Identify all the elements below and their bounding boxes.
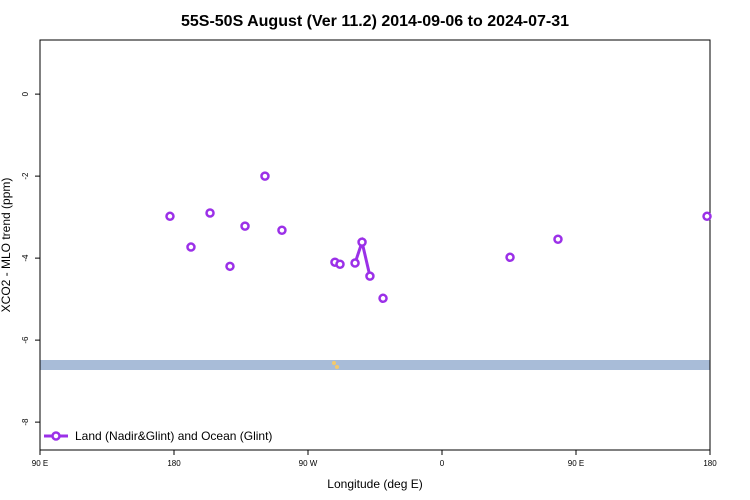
- x-tick-label: 0: [440, 459, 445, 468]
- y-tick-label: 0: [21, 91, 30, 96]
- point: [225, 261, 235, 272]
- x-tick-label: 90 E: [568, 459, 584, 468]
- land-dot: [335, 365, 339, 369]
- plot-frame: [39, 39, 711, 451]
- point: [378, 293, 388, 304]
- point: [357, 237, 367, 247]
- point: [553, 234, 563, 245]
- land-ocean-band: [40, 360, 710, 370]
- land-dot: [332, 361, 336, 365]
- legend-marker: [51, 431, 61, 441]
- point: [165, 211, 175, 222]
- point: [365, 271, 375, 281]
- x-axis-label: Longitude (deg E): [327, 477, 422, 491]
- point: [505, 252, 515, 263]
- point: [702, 211, 712, 222]
- point: [186, 242, 196, 252]
- y-tick-label: -2: [21, 172, 30, 180]
- point: [277, 225, 287, 235]
- series-line: [355, 216, 707, 276]
- x-tick-label: 90 W: [299, 459, 318, 468]
- x-tick-label: 90 E: [32, 459, 48, 468]
- y-tick-label: -8: [21, 418, 30, 426]
- legend-label: Land (Nadir&Glint) and Ocean (Glint): [75, 429, 272, 443]
- point: [335, 259, 345, 270]
- point: [240, 221, 250, 231]
- point: [260, 171, 270, 181]
- y-axis-label: XCO2 - MLO trend (ppm): [0, 178, 13, 313]
- point: [205, 208, 215, 218]
- y-tick-label: -6: [21, 336, 30, 344]
- x-tick-label: 180: [703, 459, 717, 468]
- y-tick-label: -4: [21, 254, 30, 262]
- point: [350, 258, 360, 268]
- x-tick-label: 180: [167, 459, 181, 468]
- chart-title: 55S-50S August (Ver 11.2) 2014-09-06 to …: [181, 13, 569, 30]
